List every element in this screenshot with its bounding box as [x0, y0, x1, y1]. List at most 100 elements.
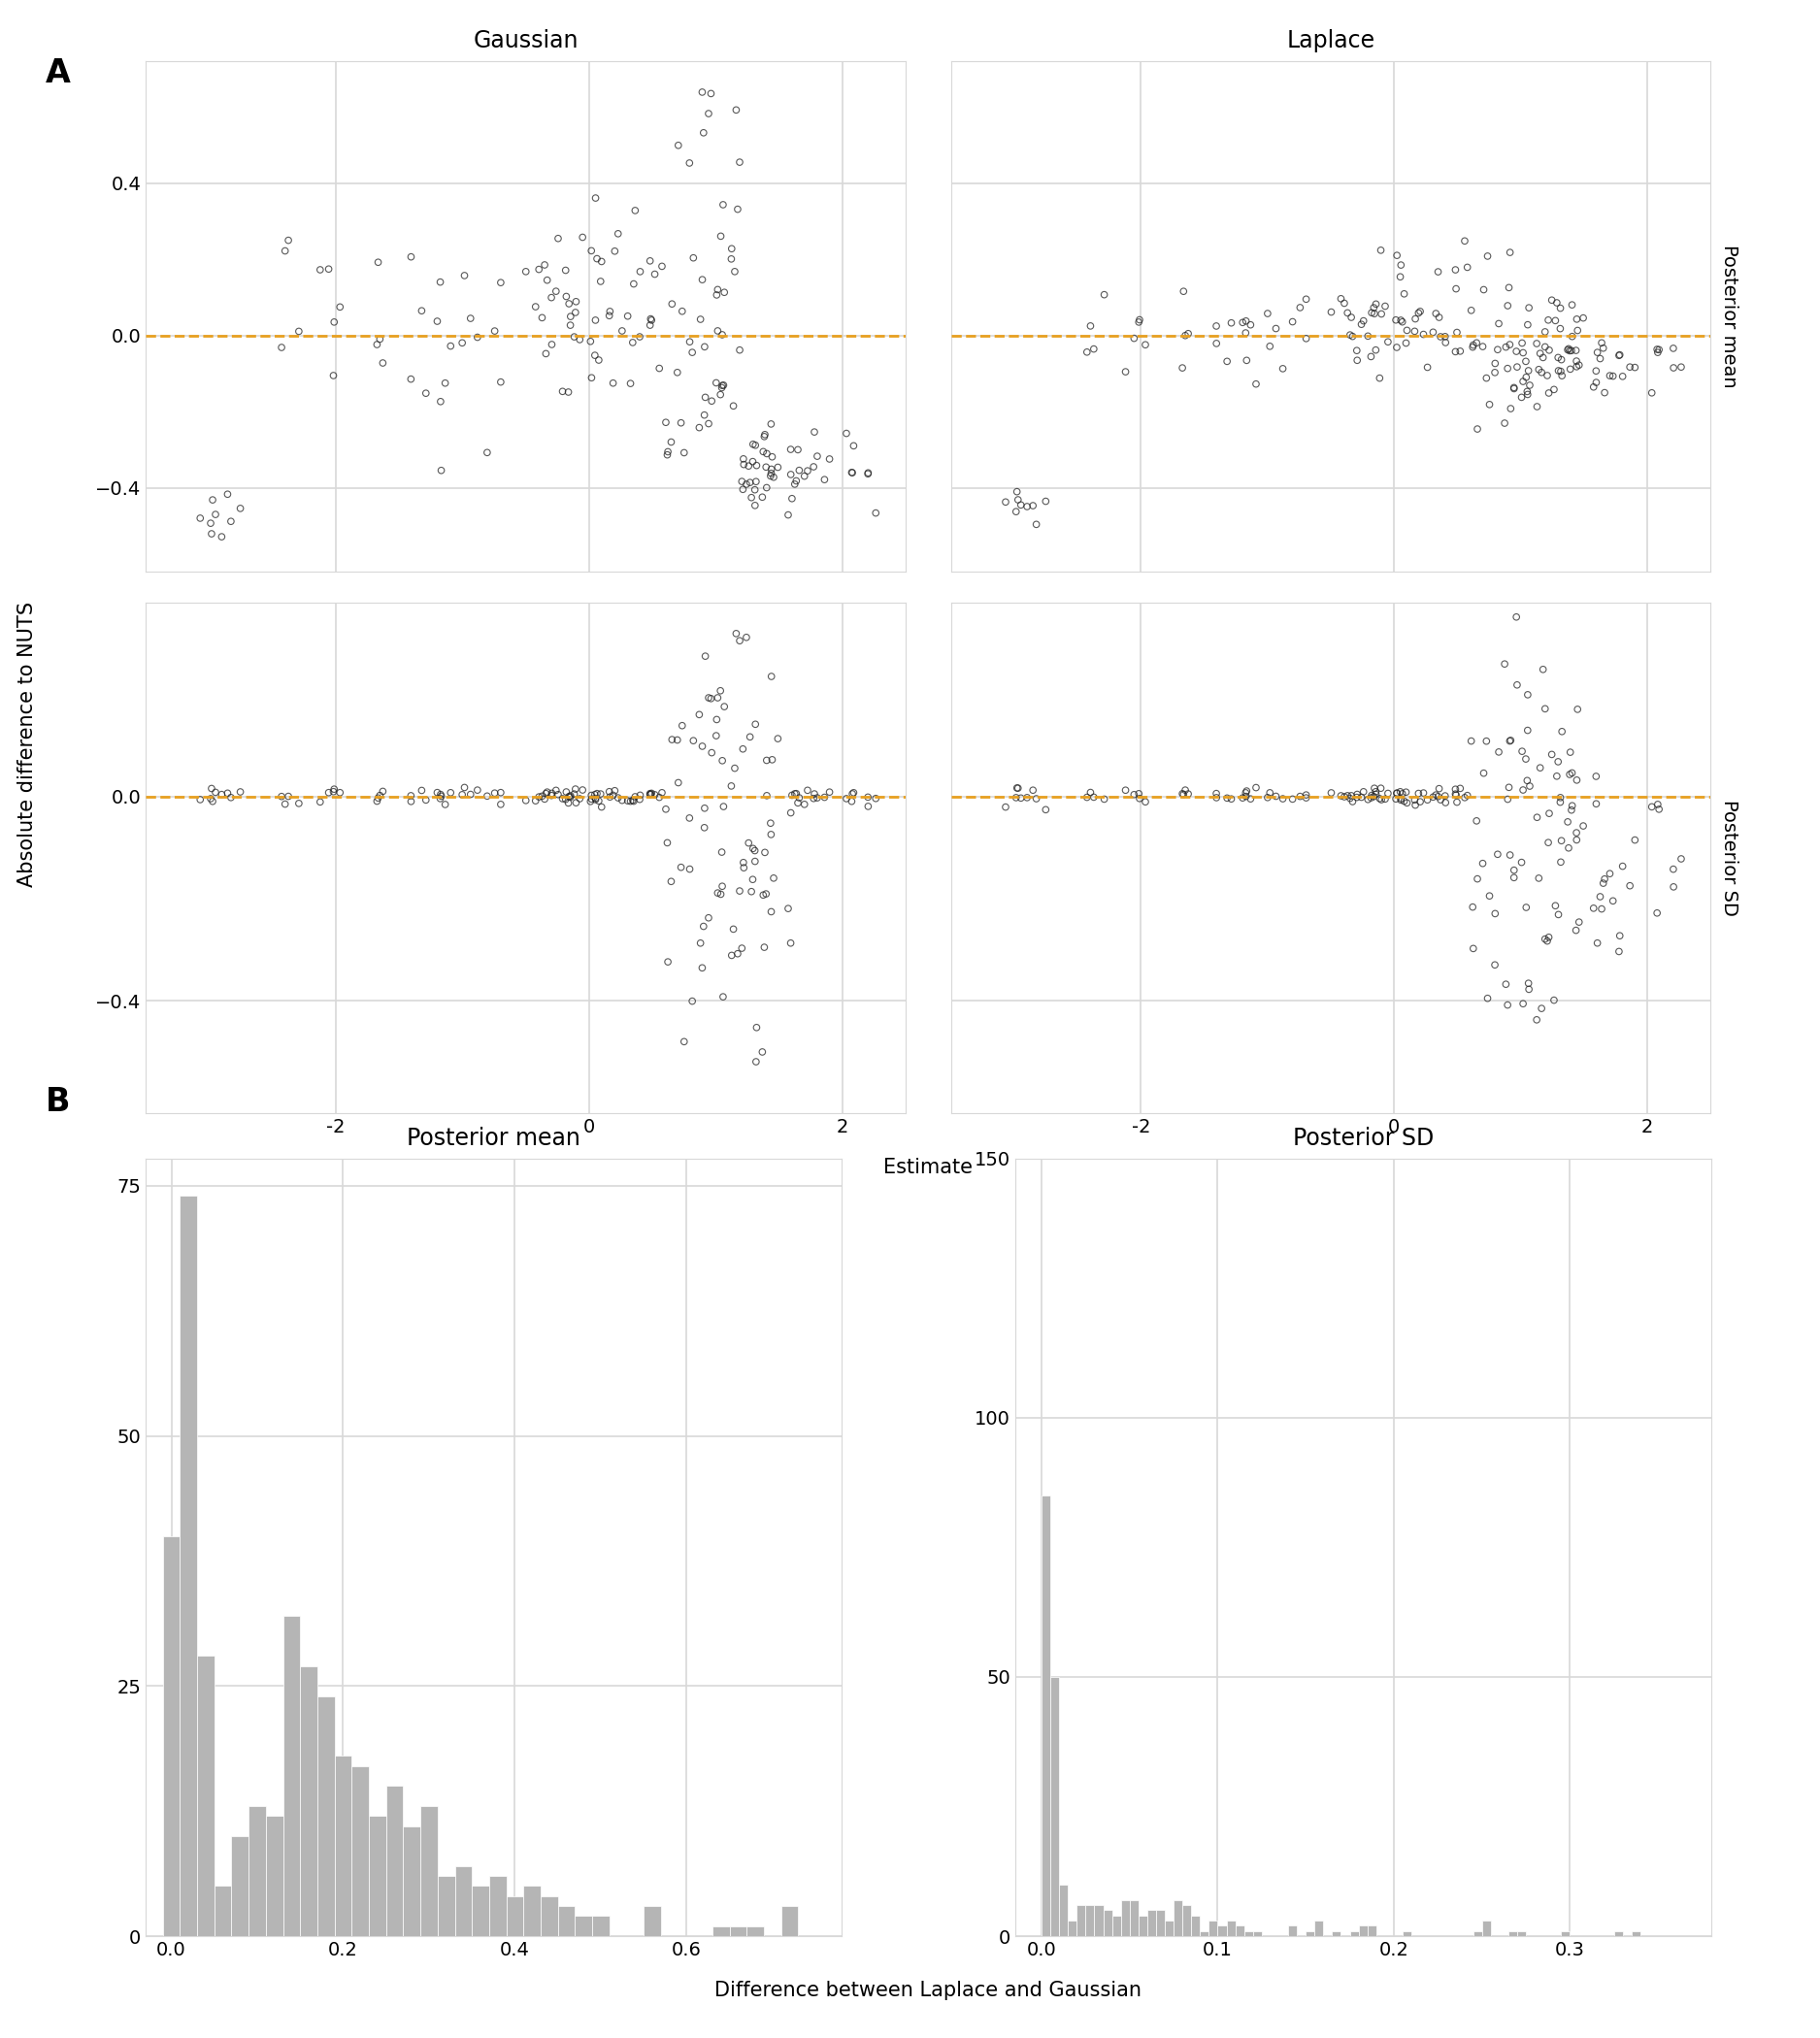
Text: B: B	[46, 1086, 71, 1119]
Point	[1330, 287, 1360, 320]
Point	[1201, 781, 1230, 813]
Point	[626, 779, 655, 811]
Point	[1367, 783, 1396, 815]
Point	[1385, 774, 1414, 807]
Point	[739, 428, 768, 461]
Point	[1516, 369, 1545, 401]
Point	[1605, 338, 1634, 371]
Point	[739, 832, 768, 864]
Point	[411, 377, 440, 410]
Point	[733, 827, 763, 860]
Point	[1347, 308, 1376, 340]
Point	[703, 703, 732, 736]
Point	[710, 691, 739, 723]
Bar	[712, 1926, 730, 1936]
Point	[557, 779, 586, 811]
Point	[577, 361, 606, 393]
Point	[1228, 306, 1258, 338]
Point	[197, 772, 226, 805]
Point	[690, 811, 719, 844]
Point	[364, 247, 393, 279]
Point	[1543, 340, 1572, 373]
Point	[783, 465, 812, 497]
Point	[692, 640, 721, 673]
Bar	[1472, 1930, 1481, 1936]
Point	[200, 776, 229, 809]
Point	[992, 485, 1021, 518]
Point	[1643, 336, 1673, 369]
Point	[690, 793, 719, 825]
Point	[675, 326, 704, 359]
Point	[426, 779, 455, 811]
Point	[1032, 793, 1061, 825]
Point	[619, 267, 648, 300]
Point	[1569, 302, 1598, 334]
Point	[1236, 308, 1265, 340]
Point	[675, 801, 704, 834]
Point	[1596, 359, 1625, 391]
Point	[422, 776, 451, 809]
Point	[637, 776, 666, 809]
Point	[450, 259, 479, 291]
Point	[431, 367, 460, 399]
Point	[397, 240, 426, 273]
Point	[555, 781, 584, 813]
Point	[1110, 355, 1139, 387]
Point	[662, 357, 692, 389]
Point	[1552, 334, 1582, 367]
Point	[1558, 756, 1587, 789]
Point	[1483, 308, 1512, 340]
Point	[723, 937, 752, 970]
Point	[717, 770, 746, 803]
Point	[1403, 776, 1432, 809]
Point	[1469, 848, 1498, 880]
Point	[686, 304, 715, 336]
Point	[284, 316, 313, 348]
Point	[693, 901, 723, 933]
Point	[1332, 298, 1361, 330]
Point	[615, 367, 644, 399]
Point	[1527, 993, 1556, 1025]
Point	[450, 770, 479, 803]
Point	[551, 279, 581, 312]
Point	[575, 785, 604, 817]
Point	[1492, 353, 1522, 385]
Point	[555, 310, 584, 342]
Point	[783, 434, 812, 467]
Point	[1232, 344, 1261, 377]
Point	[690, 116, 719, 149]
Point	[521, 289, 550, 322]
Bar	[1509, 1930, 1518, 1936]
Point	[648, 776, 677, 809]
Point	[615, 785, 644, 817]
Point	[1425, 302, 1454, 334]
Point	[486, 267, 515, 300]
Point	[595, 300, 624, 332]
Point	[1343, 779, 1372, 811]
Point	[690, 330, 719, 363]
Point	[1365, 363, 1394, 395]
Point	[1562, 351, 1591, 383]
Point	[697, 385, 726, 418]
Bar	[1050, 1677, 1059, 1936]
Point	[799, 783, 828, 815]
Point	[1563, 314, 1592, 346]
Point	[1507, 736, 1536, 768]
Point	[1582, 760, 1611, 793]
Point	[708, 187, 737, 220]
Point	[1525, 336, 1554, 369]
Bar	[1139, 1916, 1147, 1936]
Point	[1511, 344, 1540, 377]
Point	[1090, 783, 1119, 815]
Point	[1327, 283, 1356, 316]
Point	[426, 454, 455, 487]
Bar	[506, 1895, 524, 1936]
Point	[1381, 776, 1410, 809]
Point	[666, 852, 695, 884]
Point	[641, 779, 670, 811]
Point	[1491, 968, 1520, 1001]
Point	[1441, 336, 1471, 369]
Point	[588, 245, 617, 277]
Point	[815, 442, 844, 475]
Point	[1658, 332, 1687, 365]
